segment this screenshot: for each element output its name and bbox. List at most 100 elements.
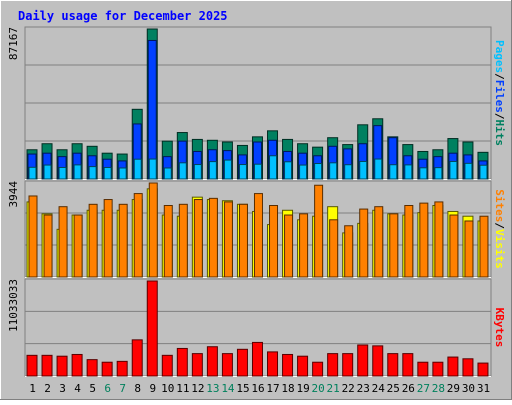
bar-kbytes-day-3: [56, 355, 68, 377]
y-max-label-visits: 3944: [7, 181, 20, 208]
legend-hits: Pages/Files/Hits: [493, 40, 506, 146]
bar-sites-day-30: [464, 220, 474, 278]
bar-pages-day-21: [329, 162, 338, 180]
bar-kbytes-day-21: [327, 353, 339, 377]
bar-pages-day-7: [118, 167, 127, 180]
x-tick-label-day-25: 25: [387, 382, 400, 395]
bar-pages-day-19: [299, 164, 308, 180]
bar-sites-day-28: [434, 201, 444, 278]
bar-kbytes-day-14: [221, 353, 233, 377]
x-tick-label-day-7: 7: [119, 382, 126, 395]
x-tick-label-day-6: 6: [104, 382, 111, 395]
x-tick-label-day-23: 23: [357, 382, 370, 395]
bar-sites-day-1: [28, 195, 38, 278]
bar-kbytes-day-1: [26, 354, 38, 377]
bar-sites-day-24: [374, 206, 384, 278]
bar-sites-day-5: [88, 203, 98, 278]
bar-sites-day-25: [389, 213, 399, 278]
bar-pages-day-2: [43, 164, 52, 180]
bar-kbytes-day-6: [101, 361, 113, 377]
x-tick-label-day-1: 1: [29, 382, 36, 395]
bar-sites-day-17: [269, 205, 279, 278]
x-tick-label-day-12: 12: [191, 382, 204, 395]
bar-kbytes-day-26: [402, 353, 414, 377]
bar-pages-day-30: [464, 162, 473, 180]
bar-sites-day-16: [253, 193, 263, 278]
bar-kbytes-day-5: [86, 359, 98, 377]
bar-kbytes-day-18: [282, 353, 294, 377]
bar-sites-day-6: [103, 199, 113, 278]
bar-sites-day-8: [133, 193, 143, 278]
bar-pages-day-28: [434, 167, 443, 180]
x-tick-label-day-4: 4: [74, 382, 81, 395]
x-tick-label-day-17: 17: [266, 382, 279, 395]
bar-kbytes-day-10: [161, 354, 173, 377]
bar-kbytes-day-12: [191, 353, 203, 377]
legend-item: Hits: [493, 120, 506, 147]
x-tick-label-day-24: 24: [372, 382, 386, 395]
x-tick-label-day-21: 21: [327, 382, 340, 395]
bar-sites-day-9: [148, 182, 158, 278]
panel-hits: 87167 Pages/Files/Hits: [7, 26, 506, 180]
bar-pages-day-13: [208, 161, 217, 180]
bar-sites-day-31: [479, 215, 489, 278]
bar-pages-day-27: [419, 167, 428, 180]
x-tick-label-day-30: 30: [462, 382, 475, 395]
bar-pages-day-3: [58, 166, 67, 180]
legend-separator: /: [493, 222, 506, 229]
bar-pages-day-16: [253, 163, 262, 180]
legend-item: Pages: [493, 40, 506, 73]
bar-sites-day-14: [223, 201, 233, 278]
legend-item: KBytes: [493, 308, 506, 348]
x-axis-labels: 1 2 3 4 5 6 7 8 9 10 11 12 13 14 15 16 17 18 19 20 21 22 23 24 2…: [29, 382, 490, 395]
legend-visits: Sites/Visits: [493, 189, 506, 269]
bar-pages-day-9: [148, 158, 157, 180]
x-tick-label-day-9: 9: [149, 382, 156, 395]
x-tick-label-day-13: 13: [206, 382, 219, 395]
bar-pages-day-4: [73, 164, 82, 180]
legend-separator: /: [493, 113, 506, 120]
legend-item: Files: [493, 80, 506, 113]
bar-pages-day-26: [404, 164, 413, 180]
bar-files-day-9: [147, 39, 157, 180]
bar-pages-day-8: [133, 158, 142, 180]
bar-sites-day-12: [193, 199, 203, 278]
bar-sites-day-18: [284, 214, 294, 278]
bar-sites-day-21: [329, 219, 339, 278]
bar-sites-day-23: [359, 208, 369, 278]
bar-kbytes-day-13: [206, 346, 218, 377]
bar-pages-day-31: [479, 164, 488, 180]
x-tick-label-day-3: 3: [59, 382, 66, 395]
bar-kbytes-day-28: [432, 361, 444, 377]
bar-kbytes-day-15: [236, 348, 248, 377]
bar-sites-day-29: [449, 214, 459, 278]
chart-title: Daily usage for December 2025: [18, 9, 228, 23]
bar-kbytes-day-20: [312, 361, 324, 377]
bar-pages-day-20: [314, 163, 323, 180]
y-max-label-hits: 87167: [7, 27, 20, 60]
bar-pages-day-1: [28, 166, 37, 180]
bar-sites-day-27: [419, 202, 429, 278]
bar-pages-day-22: [344, 164, 353, 180]
bar-sites-day-26: [404, 205, 414, 278]
bar-kbytes-day-8: [131, 339, 143, 377]
panel-visits: 3944 Sites/Visits: [7, 180, 506, 278]
legend-item: Sites: [493, 189, 506, 222]
bar-kbytes-day-7: [116, 360, 128, 377]
bar-pages-day-24: [374, 158, 383, 180]
bar-kbytes-day-17: [267, 351, 279, 377]
bar-sites-day-2: [43, 214, 53, 278]
x-tick-label-day-11: 11: [176, 382, 189, 395]
legend-separator: /: [493, 73, 506, 80]
x-tick-label-day-10: 10: [161, 382, 174, 395]
bar-kbytes-day-23: [357, 344, 369, 377]
bar-sites-day-19: [299, 213, 309, 278]
x-tick-label-day-16: 16: [251, 382, 264, 395]
x-tick-label-day-29: 29: [447, 382, 460, 395]
x-tick-label-day-28: 28: [432, 382, 445, 395]
bar-kbytes-day-16: [251, 341, 263, 377]
x-tick-label-day-14: 14: [221, 382, 235, 395]
bar-pages-day-18: [284, 161, 293, 180]
